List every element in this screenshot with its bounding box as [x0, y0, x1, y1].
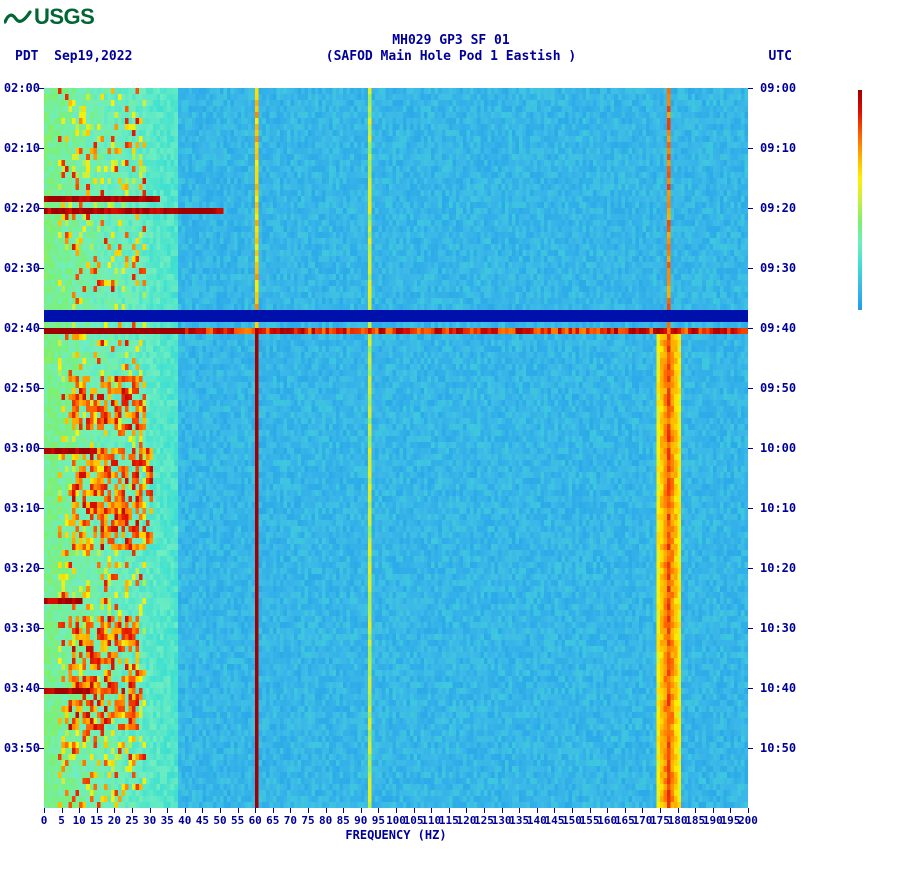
xtick: 30: [143, 814, 156, 827]
xtick: 70: [284, 814, 297, 827]
xtick: 35: [161, 814, 174, 827]
ytick-left: 03:20: [0, 561, 40, 575]
ytick-left: 03:30: [0, 621, 40, 635]
xtick: 80: [319, 814, 332, 827]
ytick-right: 09:30: [760, 261, 796, 275]
ytick-right: 09:50: [760, 381, 796, 395]
xtick: 20: [108, 814, 121, 827]
x-axis-label: FREQUENCY (HZ): [345, 828, 446, 842]
ytick-right: 10:20: [760, 561, 796, 575]
ytick-right: 09:10: [760, 141, 796, 155]
ytick-left: 02:50: [0, 381, 40, 395]
ytick-left: 03:00: [0, 441, 40, 455]
ytick-left: 02:40: [0, 321, 40, 335]
ytick-left: 03:10: [0, 501, 40, 515]
xtick: 5: [58, 814, 65, 827]
xtick: 85: [337, 814, 350, 827]
xtick: 25: [125, 814, 138, 827]
ytick-left: 03:50: [0, 741, 40, 755]
ytick-right: 10:40: [760, 681, 796, 695]
ytick-left: 02:00: [0, 81, 40, 95]
spectrogram-canvas: [44, 88, 748, 808]
xtick: 45: [196, 814, 209, 827]
ytick-right: 09:40: [760, 321, 796, 335]
ytick-right: 10:00: [760, 441, 796, 455]
xtick: 0: [41, 814, 48, 827]
xtick: 65: [266, 814, 279, 827]
usgs-logo-text: USGS: [34, 4, 94, 30]
ytick-right: 09:20: [760, 201, 796, 215]
xtick: 50: [213, 814, 226, 827]
xtick: 10: [73, 814, 86, 827]
ytick-left: 02:10: [0, 141, 40, 155]
ytick-left: 02:30: [0, 261, 40, 275]
usgs-wave-icon: [4, 6, 32, 28]
ytick-left: 03:40: [0, 681, 40, 695]
colorbar-canvas: [858, 90, 862, 310]
header-date: Sep19,2022: [54, 49, 132, 64]
ytick-left: 02:20: [0, 201, 40, 215]
xtick: 55: [231, 814, 244, 827]
xtick: 60: [249, 814, 262, 827]
xtick: 75: [301, 814, 314, 827]
xtick: 95: [372, 814, 385, 827]
xtick: 90: [354, 814, 367, 827]
usgs-logo: USGS: [4, 4, 94, 30]
ytick-right: 09:00: [760, 81, 796, 95]
colorbar: [858, 90, 868, 314]
chart-title-1: MH029 GP3 SF 01: [392, 33, 509, 48]
ytick-right: 10:50: [760, 741, 796, 755]
ytick-right: 10:30: [760, 621, 796, 635]
xtick: 15: [90, 814, 103, 827]
xtick: 200: [738, 814, 758, 827]
ytick-right: 10:10: [760, 501, 796, 515]
xtick: 40: [178, 814, 191, 827]
chart-title-2: (SAFOD Main Hole Pod 1 Eastish ): [326, 49, 576, 64]
spectrogram-plot: [44, 88, 748, 808]
left-tz: PDT: [15, 49, 38, 64]
right-tz: UTC: [769, 49, 792, 64]
left-tz-date: PDT Sep19,2022: [15, 49, 132, 64]
